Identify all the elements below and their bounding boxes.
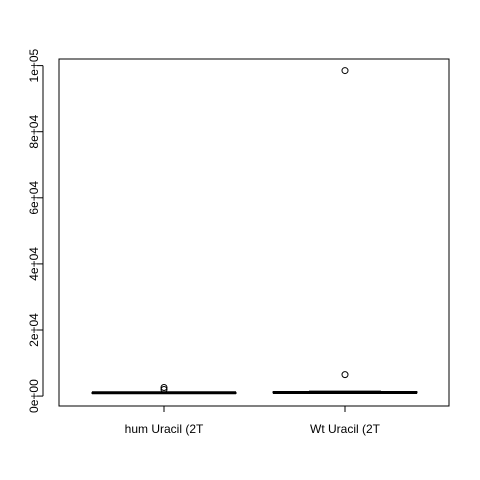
y-tick-label: 6e+04 xyxy=(27,181,41,215)
x-tick-label: hum Uracil (2T xyxy=(125,422,204,436)
plot-frame xyxy=(58,58,450,407)
box-group xyxy=(272,67,418,394)
outlier-point xyxy=(341,371,349,379)
y-axis: 0e+00 2e+04 4e+04 6e+04 8e+04 1e+05 xyxy=(27,48,44,413)
y-tick-label: 1e+05 xyxy=(27,48,41,82)
x-tick-label: Wt Uracil (2T xyxy=(310,422,381,436)
box-group xyxy=(91,383,237,395)
y-tick-label: 0e+00 xyxy=(27,379,41,413)
y-tick-label: 8e+04 xyxy=(27,115,41,149)
y-tick-label: 4e+04 xyxy=(27,247,41,281)
x-axis: hum Uracil (2T Wt Uracil (2T xyxy=(125,405,381,436)
boxes xyxy=(91,67,418,395)
outlier-point xyxy=(160,383,168,391)
outlier-point xyxy=(341,67,349,75)
outlier-point xyxy=(160,385,168,393)
y-tick-label: 2e+04 xyxy=(27,313,41,347)
